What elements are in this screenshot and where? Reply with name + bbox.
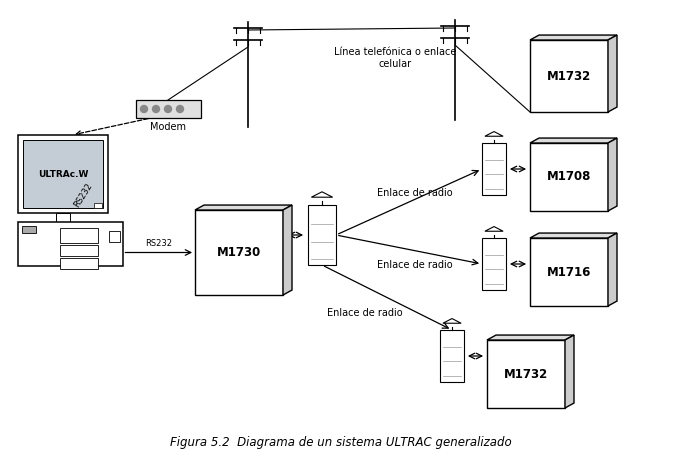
Text: RS232: RS232 bbox=[72, 181, 94, 209]
Polygon shape bbox=[530, 35, 617, 40]
Circle shape bbox=[140, 106, 147, 112]
Text: M1732: M1732 bbox=[504, 368, 548, 381]
Polygon shape bbox=[195, 210, 283, 295]
Polygon shape bbox=[283, 205, 292, 295]
Circle shape bbox=[164, 106, 171, 112]
Polygon shape bbox=[443, 319, 461, 323]
Text: RS232: RS232 bbox=[145, 240, 173, 248]
Polygon shape bbox=[530, 143, 608, 211]
Polygon shape bbox=[608, 233, 617, 306]
Circle shape bbox=[177, 106, 183, 112]
Text: ULTRAc.W: ULTRAc.W bbox=[38, 170, 88, 179]
Text: Enlace de radio: Enlace de radio bbox=[377, 188, 453, 198]
Text: M1716: M1716 bbox=[547, 265, 591, 279]
Polygon shape bbox=[530, 238, 608, 306]
Bar bbox=[136, 100, 201, 118]
Bar bbox=[94, 203, 102, 208]
Polygon shape bbox=[195, 205, 292, 210]
Bar bbox=[108, 231, 119, 242]
Bar bbox=[18, 222, 123, 265]
Bar bbox=[22, 226, 36, 233]
Bar bbox=[482, 143, 506, 195]
Bar bbox=[440, 330, 464, 382]
Text: M1730: M1730 bbox=[217, 246, 261, 259]
Text: M1708: M1708 bbox=[547, 170, 591, 184]
Polygon shape bbox=[487, 335, 574, 340]
Text: Enlace de radio: Enlace de radio bbox=[377, 260, 453, 270]
Polygon shape bbox=[530, 233, 617, 238]
Bar bbox=[60, 228, 98, 243]
Polygon shape bbox=[530, 138, 617, 143]
Circle shape bbox=[153, 106, 160, 112]
Bar bbox=[23, 140, 103, 208]
Bar bbox=[18, 135, 108, 213]
Text: Enlace de radio: Enlace de radio bbox=[327, 308, 403, 318]
Text: Línea telefónica o enlace
celular: Línea telefónica o enlace celular bbox=[333, 47, 456, 69]
Polygon shape bbox=[608, 35, 617, 112]
Text: M1732: M1732 bbox=[547, 69, 591, 83]
Text: Figura 5.2  Diagrama de un sistema ULTRAC generalizado: Figura 5.2 Diagrama de un sistema ULTRAC… bbox=[170, 436, 512, 449]
Bar bbox=[308, 205, 336, 265]
Polygon shape bbox=[487, 340, 565, 408]
Bar bbox=[56, 213, 70, 222]
Polygon shape bbox=[530, 40, 608, 112]
Text: Modem: Modem bbox=[150, 122, 186, 132]
Polygon shape bbox=[608, 138, 617, 211]
Polygon shape bbox=[485, 227, 503, 231]
Bar bbox=[482, 238, 506, 290]
Polygon shape bbox=[485, 132, 503, 136]
Polygon shape bbox=[565, 335, 574, 408]
Polygon shape bbox=[312, 192, 333, 197]
Bar bbox=[60, 258, 98, 269]
Bar bbox=[60, 246, 98, 256]
